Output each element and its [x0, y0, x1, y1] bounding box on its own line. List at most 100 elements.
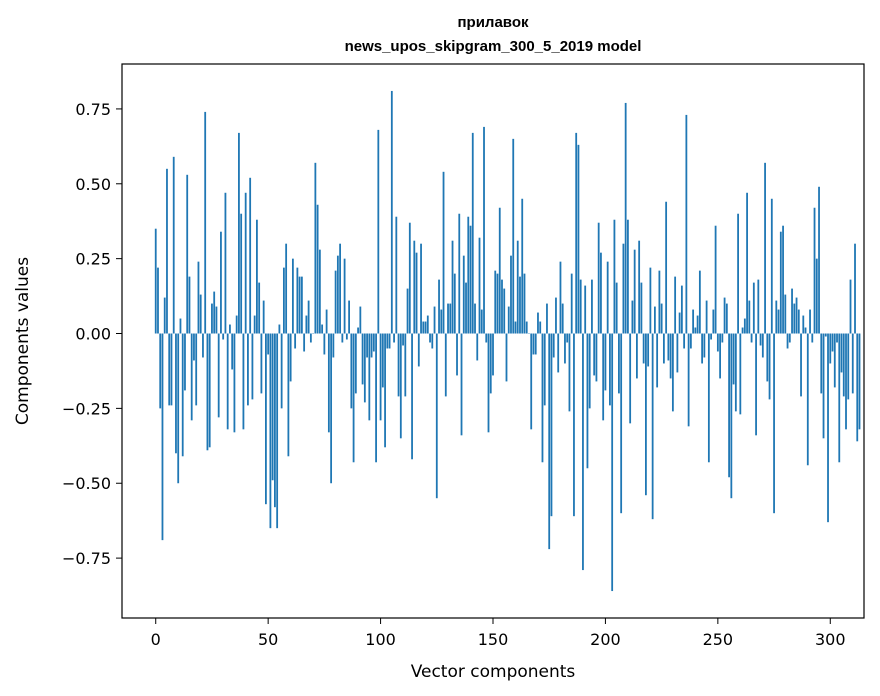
bar	[618, 334, 620, 394]
bar	[249, 178, 251, 334]
bar	[159, 334, 161, 409]
bar	[195, 334, 197, 406]
bar	[222, 334, 224, 340]
bar	[326, 310, 328, 334]
bar	[225, 193, 227, 334]
bar	[602, 334, 604, 421]
bar	[341, 334, 343, 343]
bar	[501, 280, 503, 334]
bar	[168, 334, 170, 406]
bar	[697, 316, 699, 334]
bar	[728, 334, 730, 478]
bar	[836, 334, 838, 343]
bar	[508, 307, 510, 334]
bar	[670, 334, 672, 379]
bar	[155, 229, 157, 334]
bar	[353, 334, 355, 463]
bar	[710, 334, 712, 340]
bar	[591, 280, 593, 334]
bar	[157, 268, 159, 334]
bar	[292, 259, 294, 334]
bar	[778, 310, 780, 334]
bar	[721, 334, 723, 343]
bar	[398, 334, 400, 397]
bar	[261, 334, 263, 394]
bar	[652, 334, 654, 520]
bar	[499, 208, 501, 334]
bar	[845, 334, 847, 430]
bar	[625, 103, 627, 334]
bar	[814, 208, 816, 334]
bar	[672, 334, 674, 412]
bar	[506, 334, 508, 382]
bar	[854, 244, 856, 334]
bar	[841, 334, 843, 373]
bar	[164, 298, 166, 334]
bar	[769, 334, 771, 400]
bar	[366, 334, 368, 358]
bar	[357, 328, 359, 334]
bar	[649, 268, 651, 334]
bar	[843, 334, 845, 397]
bar	[218, 334, 220, 418]
bar	[445, 334, 447, 397]
bar	[425, 322, 427, 334]
bar	[254, 316, 256, 334]
bar	[789, 334, 791, 343]
bar	[856, 334, 858, 442]
bar	[452, 241, 454, 334]
bar	[751, 334, 753, 343]
bar	[479, 238, 481, 334]
bar	[791, 289, 793, 334]
bar	[438, 280, 440, 334]
bar	[373, 334, 375, 352]
bar	[809, 310, 811, 334]
bar	[737, 214, 739, 334]
y-tick-label: 0.00	[75, 325, 111, 344]
bar	[213, 292, 215, 334]
y-tick-label: 0.25	[75, 250, 111, 269]
bar	[339, 244, 341, 334]
bar	[757, 280, 759, 334]
bar	[184, 334, 186, 391]
bar	[524, 274, 526, 334]
y-tick-label: 0.75	[75, 100, 111, 119]
bar	[784, 295, 786, 334]
bar	[319, 250, 321, 334]
bar	[483, 127, 485, 334]
bar	[557, 334, 559, 373]
bar	[739, 334, 741, 415]
bar	[674, 277, 676, 334]
bar	[393, 334, 395, 343]
bar	[400, 334, 402, 439]
bar	[587, 334, 589, 469]
bar	[299, 277, 301, 334]
bar	[755, 334, 757, 436]
bar	[456, 334, 458, 376]
bar	[458, 214, 460, 334]
bar	[701, 334, 703, 364]
bar	[589, 334, 591, 409]
bar	[182, 334, 184, 457]
bar	[692, 310, 694, 334]
bar	[584, 286, 586, 334]
chart-title-line1: прилавок	[457, 14, 529, 31]
bar	[436, 334, 438, 499]
bar	[611, 334, 613, 592]
bar	[706, 301, 708, 334]
x-tick-label: 150	[478, 630, 509, 649]
bar	[832, 334, 834, 352]
bar	[838, 334, 840, 463]
bar	[656, 334, 658, 388]
bar	[780, 232, 782, 334]
bar	[537, 313, 539, 334]
bar	[281, 334, 283, 409]
bar	[443, 172, 445, 334]
bar	[463, 256, 465, 334]
y-tick-label: 0.50	[75, 175, 111, 194]
bar	[533, 334, 535, 355]
bar	[359, 307, 361, 334]
bar	[782, 226, 784, 334]
bar	[267, 334, 269, 355]
bar	[434, 307, 436, 334]
